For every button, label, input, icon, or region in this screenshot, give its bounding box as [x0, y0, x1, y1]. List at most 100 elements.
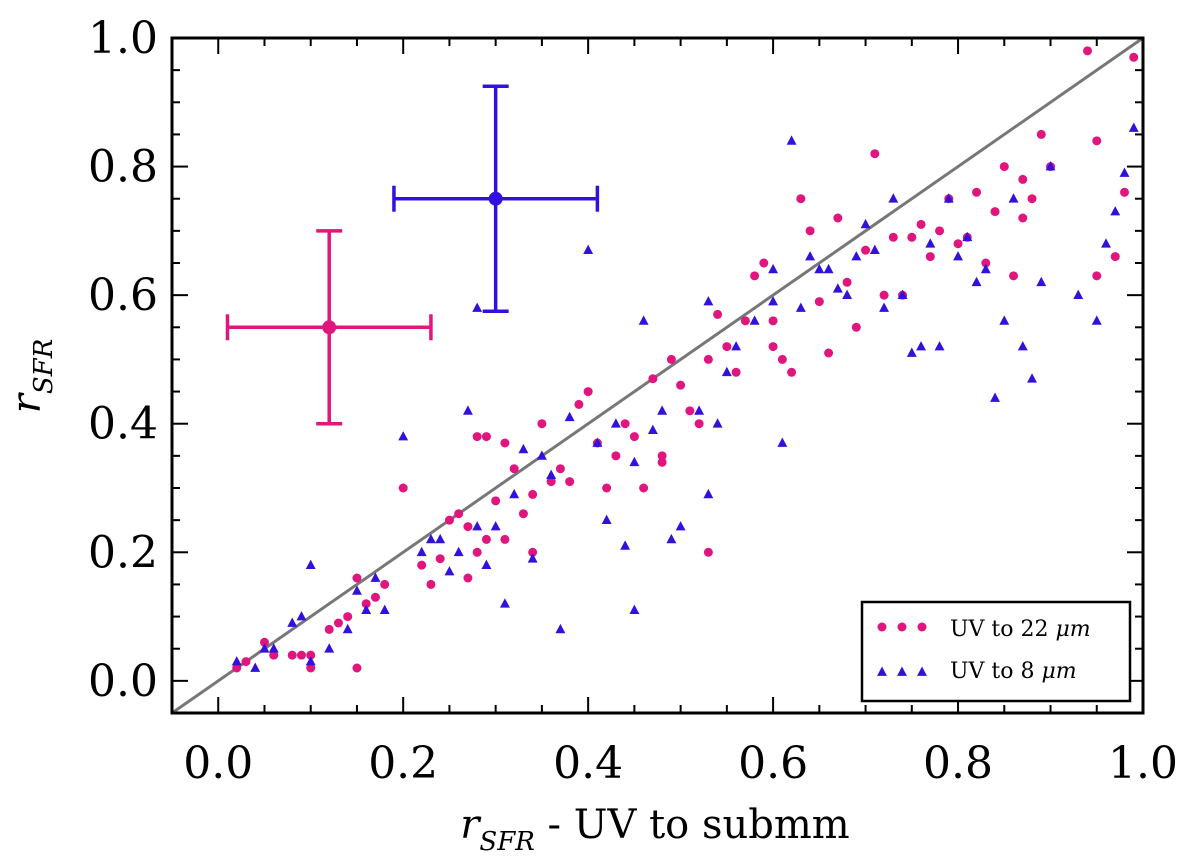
point-8um: [768, 263, 779, 274]
point-8um: [694, 405, 705, 415]
point-8um: [943, 193, 954, 203]
legend-22um-label: UV to 22: [950, 617, 1049, 642]
point-22um: [1018, 174, 1028, 184]
legend-entry-8um: UV to 8 μm: [950, 659, 1077, 684]
point-22um: [953, 239, 963, 249]
legend-marker-22um: [897, 622, 907, 632]
point-8um: [481, 559, 492, 569]
point-22um: [472, 547, 482, 557]
point-8um: [795, 302, 806, 312]
x-axis-title: rSFR - UV to submm: [460, 802, 849, 857]
point-22um: [666, 354, 676, 364]
one-to-one-line: [171, 36, 1144, 715]
point-8um: [860, 218, 871, 229]
legend-marker-8um: [877, 666, 887, 676]
point-22um: [694, 419, 704, 429]
point-22um: [676, 380, 686, 390]
x-axis-sub: SFR: [479, 827, 534, 857]
point-8um: [869, 244, 880, 254]
point-8um: [509, 488, 520, 499]
point-22um: [352, 573, 362, 583]
plot-frame: [170, 36, 1145, 715]
point-8um: [731, 341, 742, 351]
legend-box: [860, 600, 1132, 703]
point-22um: [555, 464, 565, 474]
point-22um: [925, 252, 935, 262]
point-22um: [1027, 194, 1037, 204]
point-8um: [647, 424, 658, 434]
point-8um: [592, 437, 603, 447]
point-22um: [657, 451, 667, 461]
point-8um: [842, 289, 853, 299]
point-8um: [953, 251, 963, 261]
point-22um: [768, 316, 778, 326]
point-22um: [824, 348, 834, 358]
point-22um: [241, 657, 251, 667]
point-8um: [268, 643, 279, 653]
point-22um: [296, 650, 306, 660]
point-8um: [546, 469, 557, 479]
point-22um: [657, 457, 667, 467]
legend-marker-8um: [917, 666, 927, 676]
point-8um: [1091, 315, 1102, 325]
y-axis-var: r: [4, 391, 50, 413]
point-22um: [1083, 46, 1093, 56]
point-22um: [370, 592, 380, 602]
errorbar-8um-center: [488, 191, 503, 206]
point-8um: [555, 623, 566, 634]
point-8um: [1027, 373, 1037, 383]
point-8um: [814, 263, 825, 274]
point-8um: [1036, 276, 1047, 287]
point-22um: [269, 650, 279, 660]
point-8um: [425, 533, 436, 544]
point-22um: [1009, 271, 1019, 281]
point-8um: [583, 244, 594, 254]
point-22um: [481, 432, 491, 442]
point-22um: [750, 271, 760, 281]
point-22um: [629, 432, 639, 442]
point-8um: [638, 315, 649, 325]
point-22um: [972, 187, 982, 197]
point-22um: [500, 438, 510, 448]
point-8um: [259, 643, 270, 653]
point-8um: [527, 553, 538, 563]
point-22um: [454, 509, 464, 519]
point-8um: [629, 456, 640, 467]
point-8um: [999, 315, 1010, 325]
point-22um: [870, 149, 880, 159]
point-22um: [509, 464, 519, 474]
point-22um: [796, 194, 806, 204]
point-22um: [787, 367, 797, 377]
point-8um: [703, 296, 714, 306]
point-8um: [435, 533, 446, 544]
point-22um: [463, 573, 473, 583]
point-8um: [721, 366, 732, 377]
point-22um: [805, 226, 815, 236]
legend-entry-22um: UV to 22 μm: [950, 617, 1091, 642]
point-8um: [462, 405, 473, 415]
point-22um: [768, 342, 778, 352]
errorbar-22um-center: [322, 320, 337, 335]
legend-22um-unit: μm: [1056, 617, 1091, 642]
point-22um: [731, 367, 741, 377]
point-8um: [980, 263, 991, 274]
point-8um: [620, 540, 631, 550]
point-8um: [352, 585, 362, 595]
point-22um: [426, 579, 436, 589]
point-22um: [518, 509, 528, 519]
point-22um: [703, 354, 713, 364]
y-tick-label: 0.2: [88, 527, 158, 578]
point-8um: [342, 623, 353, 634]
point-22um: [1129, 52, 1139, 62]
point-22um: [833, 213, 843, 223]
legend-8um-unit: μm: [1042, 659, 1077, 684]
point-22um: [528, 489, 538, 499]
legend-markers: [877, 622, 927, 676]
point-8um: [925, 238, 936, 248]
point-22um: [842, 277, 852, 287]
point-8um: [250, 662, 261, 672]
point-8um: [444, 566, 455, 576]
point-8um: [879, 302, 890, 312]
point-22um: [990, 207, 1000, 217]
point-8um: [832, 283, 843, 293]
